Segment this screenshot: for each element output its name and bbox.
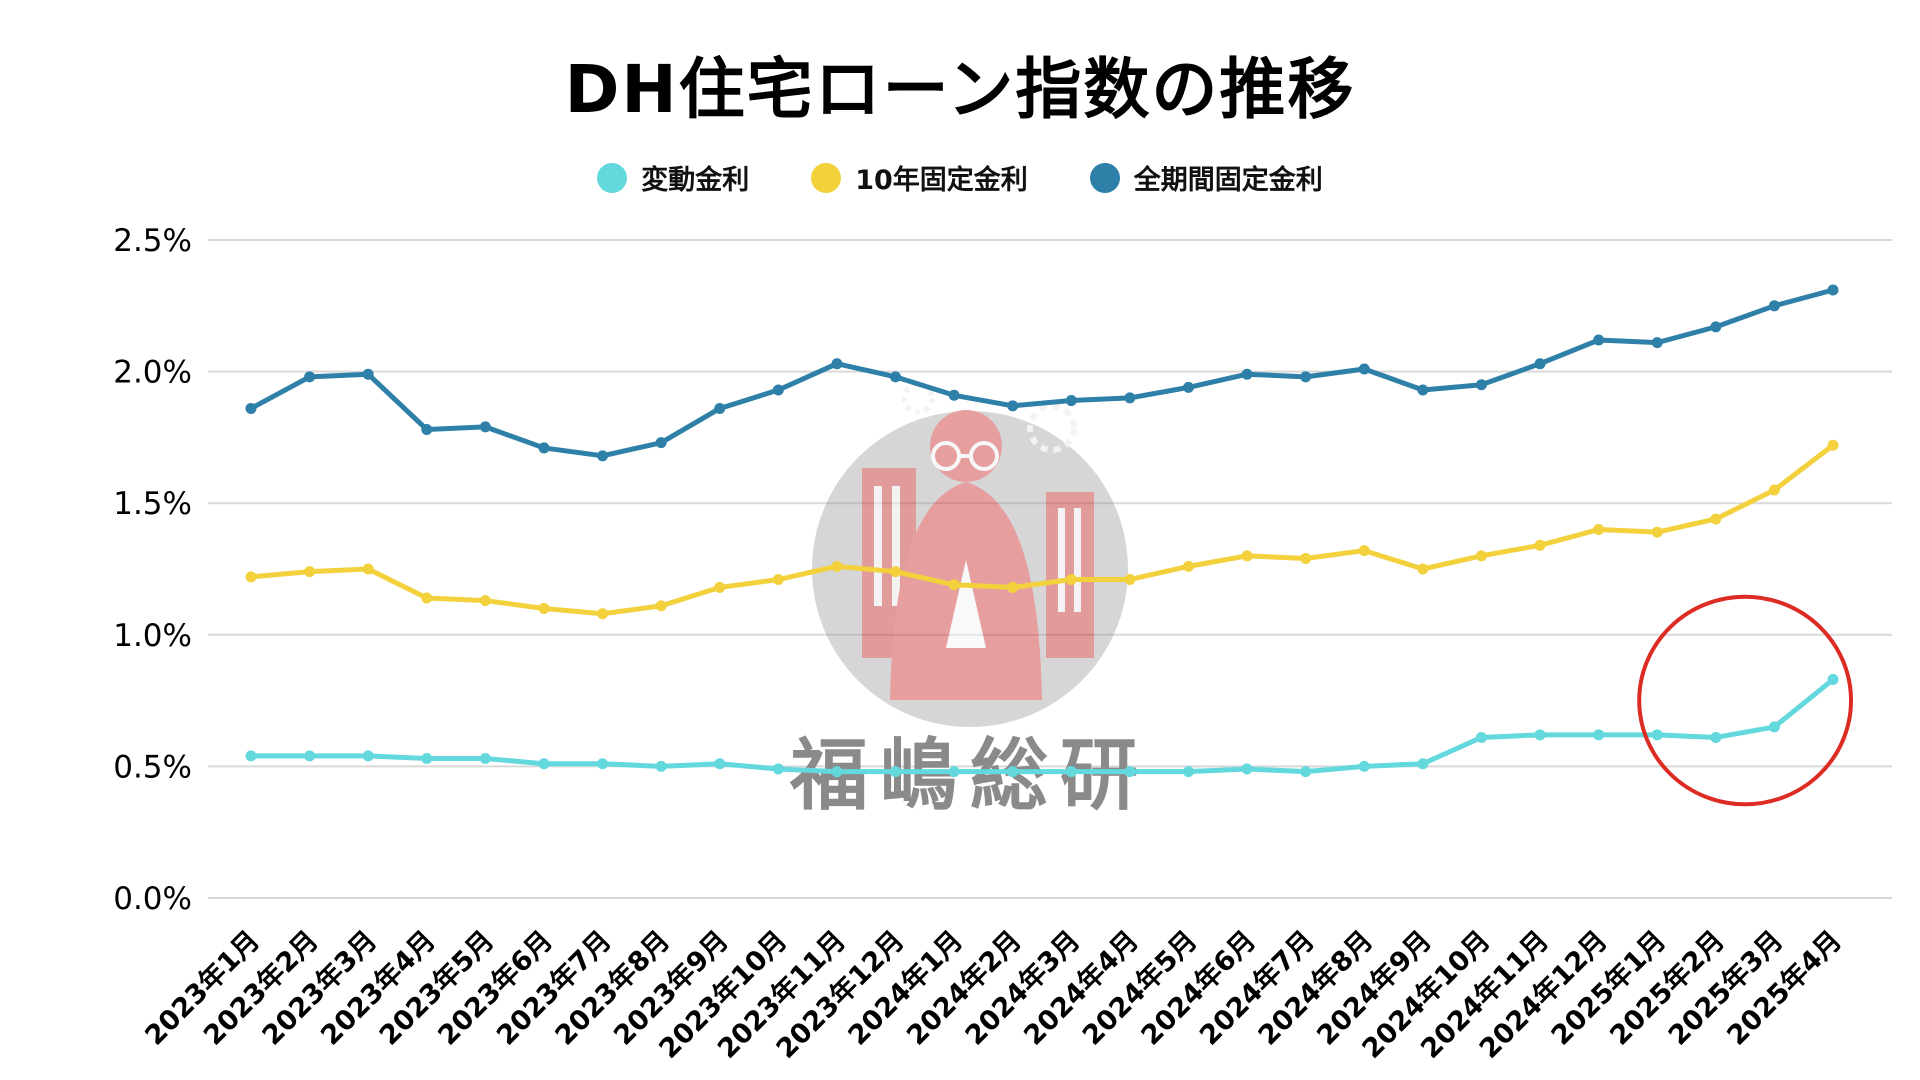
series-points-0 [245,674,1839,778]
y-axis-tick: 0.0% [113,881,192,917]
y-axis-tick: 2.5% [113,223,192,259]
legend-item: 全期間固定金利 [1089,158,1323,197]
legend-label: 変動金利 [641,165,750,196]
y-axis-tick: 0.5% [113,749,192,785]
legend-dot [1089,162,1120,193]
series-line-0 [248,677,1836,775]
chart-legend: 変動金利 10年固定金利 全期間固定金利 [0,158,1920,197]
legend-dot [597,162,628,193]
gear-icon [901,381,935,415]
legend-label: 全期間固定金利 [1133,165,1323,196]
y-axis-tick: 1.5% [113,486,192,522]
legend-item: 変動金利 [597,158,749,197]
watermark-logo [812,381,1128,727]
y-axis-tick: 2.0% [113,355,192,391]
y-axis-tick: 1.0% [113,618,192,654]
watermark-text: 福嶋総研 [789,731,1150,821]
legend-dot [811,162,842,193]
series-line-2 [248,287,1836,459]
legend-label: 10年固定金利 [855,165,1028,196]
highlight-circle [1637,594,1853,807]
gear-icon [1027,403,1077,453]
series-points-2 [245,284,1839,462]
series-line-1 [248,442,1836,617]
series-points-1 [245,439,1839,620]
legend-item: 10年固定金利 [811,158,1028,197]
chart-title: DH住宅ローン指数の推移 [564,51,1356,128]
